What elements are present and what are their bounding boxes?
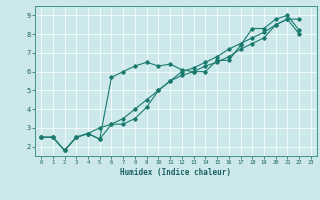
X-axis label: Humidex (Indice chaleur): Humidex (Indice chaleur) xyxy=(121,168,231,177)
